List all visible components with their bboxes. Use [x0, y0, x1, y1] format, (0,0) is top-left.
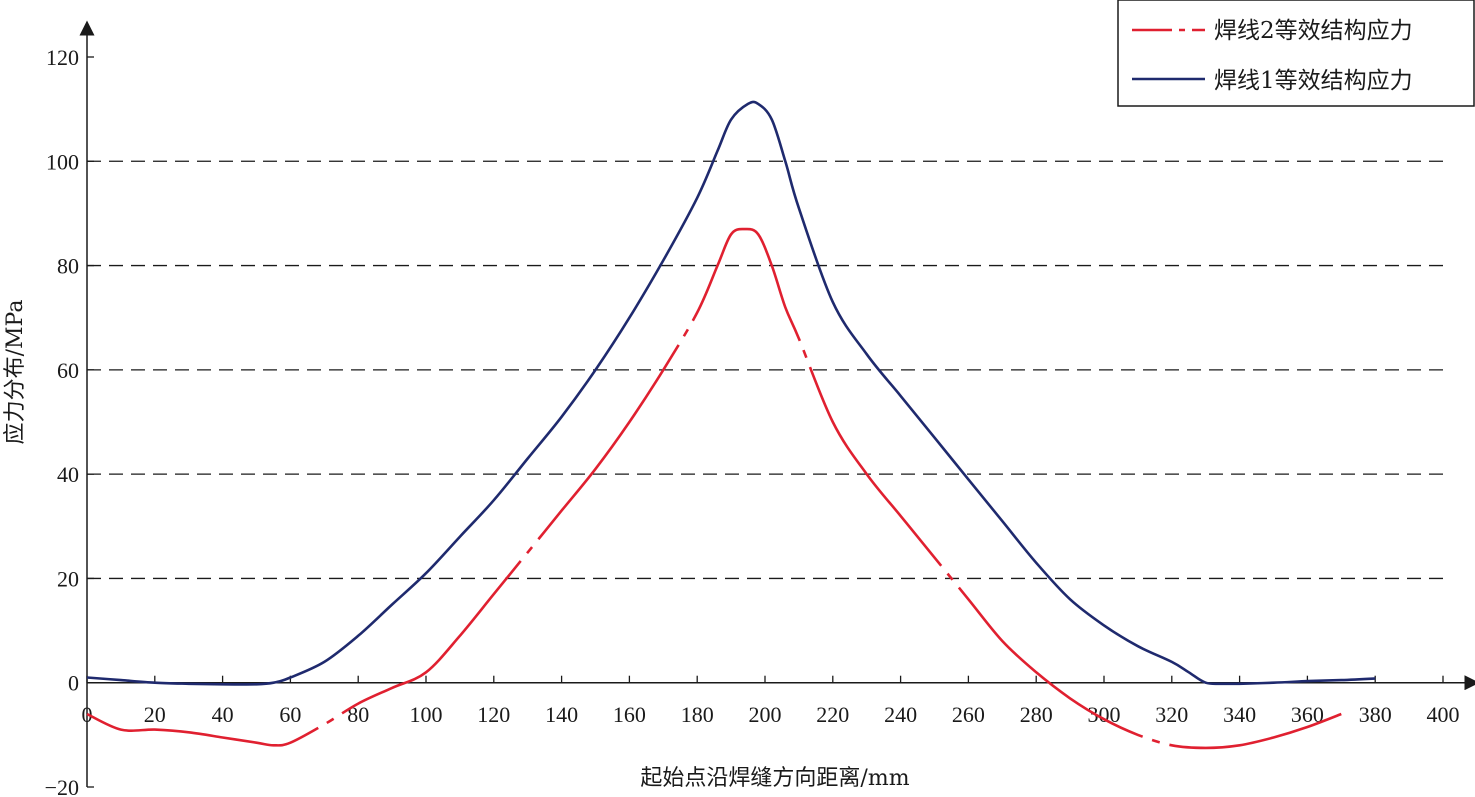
- axis-ticks: 0 20 40 60 80 100 120 140 160 180 200 220 240 260 280 3…: [45, 45, 1460, 797]
- x-tick-label: 260: [952, 702, 985, 727]
- x-tick-label: 380: [1359, 702, 1392, 727]
- y-tick-label: 120: [46, 45, 79, 70]
- legend-box: [1117, 0, 1475, 107]
- series-line-weld2: [86, 227, 1342, 750]
- x-tick-label: 340: [1223, 702, 1256, 727]
- x-tick-label: 160: [613, 702, 646, 727]
- y-tick-label: 40: [57, 462, 79, 487]
- y-axis-title: 应力分布/MPa: [3, 300, 28, 445]
- legend: 焊线2等效结构应力 焊线1等效结构应力: [1117, 0, 1475, 107]
- y-tick-label: 100: [46, 149, 79, 174]
- x-tick-label: 200: [749, 702, 782, 727]
- x-tick-label: 220: [816, 702, 849, 727]
- grid-lines: [87, 160, 1443, 580]
- x-tick-label: 400: [1427, 702, 1460, 727]
- x-tick-label: 180: [681, 702, 714, 727]
- x-tick-label: 240: [884, 702, 917, 727]
- x-tick-label: 140: [545, 702, 578, 727]
- series-lines: [86, 100, 1376, 750]
- y-tick-label: 60: [57, 358, 79, 383]
- x-tick-label: 40: [212, 702, 234, 727]
- x-tick-label: 120: [477, 702, 510, 727]
- y-tick-label: 80: [57, 254, 79, 279]
- series-line-weld1: [86, 100, 1376, 686]
- legend-label-weld1: 焊线1等效结构应力: [1214, 68, 1413, 94]
- x-axis-title: 起始点沿焊缝方向距离/mm: [640, 766, 909, 791]
- x-tick-label: 300: [1088, 702, 1121, 727]
- legend-label-weld2: 焊线2等效结构应力: [1214, 18, 1413, 44]
- y-tick-label: 0: [68, 671, 79, 696]
- y-tick-label: −20: [45, 775, 79, 797]
- x-tick-label: 80: [347, 702, 369, 727]
- x-tick-label: 280: [1020, 702, 1053, 727]
- x-tick-label: 320: [1155, 702, 1188, 727]
- x-tick-label: 60: [279, 702, 301, 727]
- x-tick-label: 100: [410, 702, 443, 727]
- x-tick-label: 20: [144, 702, 166, 727]
- y-tick-label: 20: [57, 566, 79, 591]
